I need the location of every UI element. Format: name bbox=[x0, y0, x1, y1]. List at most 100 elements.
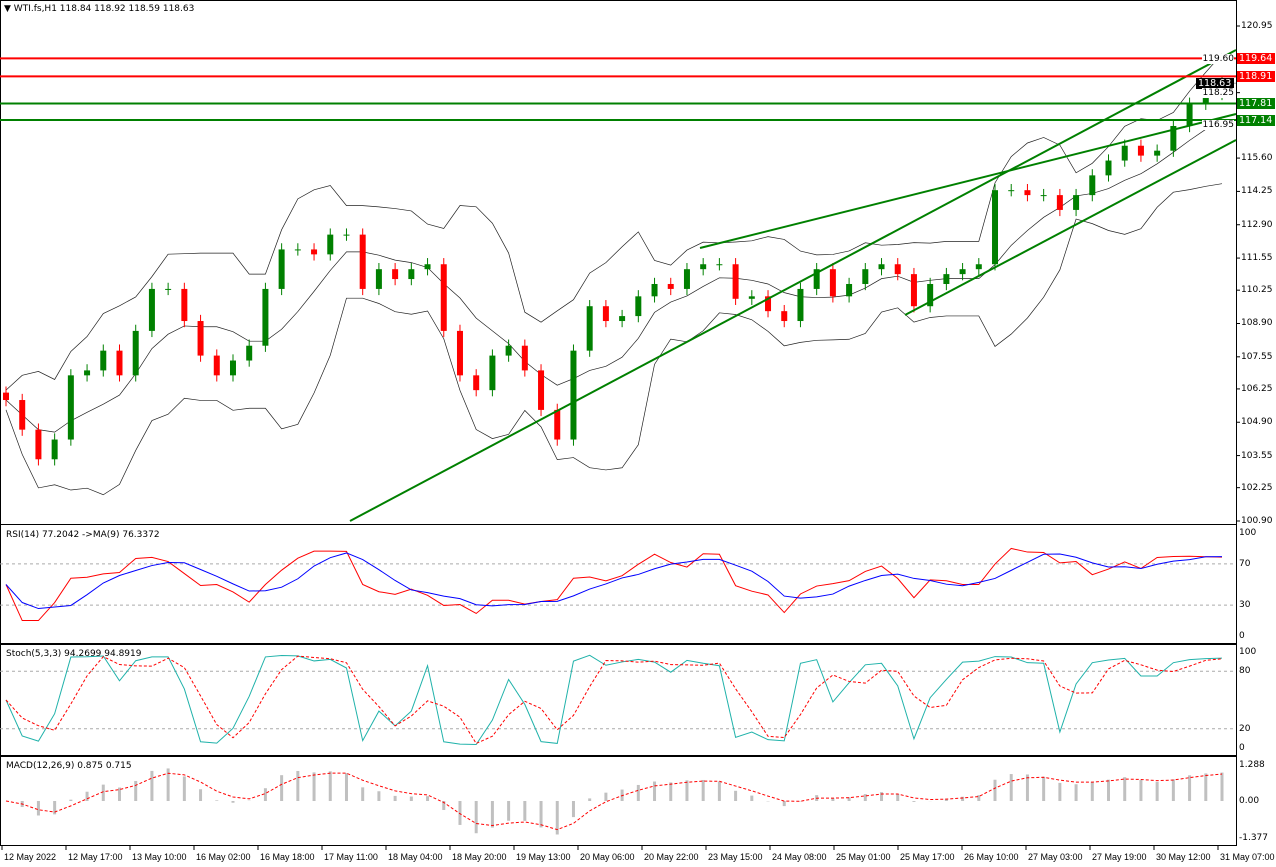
candle-body bbox=[375, 269, 382, 289]
symbol-label: WTI.fs,H1 bbox=[13, 4, 57, 14]
candle-body bbox=[910, 274, 917, 307]
candle-body bbox=[84, 370, 91, 376]
candle-body bbox=[148, 288, 155, 331]
candle-body bbox=[1121, 145, 1128, 161]
panel-frame bbox=[0, 0, 1237, 525]
candle-body bbox=[116, 350, 123, 376]
x-tick-label: 13 May 10:00 bbox=[132, 852, 187, 862]
x-tick-label: 25 May 17:00 bbox=[900, 852, 955, 862]
y-tick-label: 100.90 bbox=[1241, 516, 1273, 526]
rsi-axis-label: 30 bbox=[1239, 600, 1251, 611]
candle-body bbox=[343, 234, 350, 236]
candle-body bbox=[440, 264, 447, 331]
candle-body bbox=[505, 345, 512, 356]
candle-body bbox=[1170, 125, 1177, 151]
candle-body bbox=[489, 355, 496, 391]
rsi-axis-label: 100 bbox=[1239, 528, 1257, 538]
price-tag-support: 117.81 bbox=[1237, 98, 1275, 110]
candle-body bbox=[392, 269, 399, 280]
x-tick-label: 17 May 11:00 bbox=[324, 852, 378, 862]
candle-body bbox=[1186, 103, 1193, 126]
trendline bbox=[699, 113, 1237, 249]
candle-body bbox=[992, 190, 999, 265]
x-tick-label: 16 May 02:00 bbox=[196, 852, 251, 862]
x-tick-label: 26 May 10:00 bbox=[964, 852, 1019, 862]
stoch-axis-label: 0 bbox=[1239, 743, 1245, 753]
candle-body bbox=[294, 249, 301, 251]
dropdown-triangle-icon[interactable]: ▼ bbox=[4, 4, 11, 14]
candle-body bbox=[732, 264, 739, 299]
y-tick-label: 107.55 bbox=[1241, 351, 1273, 362]
x-tick-label: 20 May 22:00 bbox=[644, 852, 699, 862]
candle-body bbox=[586, 306, 593, 351]
candle-body bbox=[213, 355, 220, 376]
candle-body bbox=[959, 269, 966, 275]
candle-body bbox=[359, 234, 366, 289]
candle-body bbox=[311, 249, 318, 255]
candle-body bbox=[1008, 190, 1015, 192]
candle-body bbox=[67, 375, 74, 440]
ohlc-label: 118.84 118.92 118.59 118.63 bbox=[59, 4, 195, 14]
candle-body bbox=[813, 269, 820, 289]
y-tick-label: 104.90 bbox=[1241, 417, 1273, 428]
macd-axis-label: 0.00 bbox=[1239, 796, 1260, 806]
panel-frame bbox=[0, 756, 1237, 846]
stoch-axis-label: 80 bbox=[1239, 666, 1251, 677]
x-tick-label: 19 May 13:00 bbox=[516, 852, 571, 862]
price-tag-resistance: 118.91 bbox=[1237, 70, 1275, 82]
trendline bbox=[904, 139, 1237, 316]
rsi-label: RSI(14) 77.2042 ->MA(9) 76.3372 bbox=[6, 530, 160, 540]
candle-body bbox=[1154, 150, 1161, 156]
y-tick-label: 114.25 bbox=[1241, 186, 1273, 197]
macd-label: MACD(12,26,9) 0.875 0.715 bbox=[6, 761, 132, 771]
candle-body bbox=[473, 375, 480, 391]
candle-body bbox=[424, 264, 431, 270]
candle-body bbox=[1137, 145, 1144, 156]
candle-body bbox=[229, 360, 236, 376]
price-tag-support: 117.14 bbox=[1237, 114, 1275, 126]
macd-signal-line bbox=[5, 772, 1223, 831]
candle-body bbox=[667, 283, 674, 289]
candle-body bbox=[570, 350, 577, 440]
candle-body bbox=[19, 400, 26, 430]
candle-body bbox=[748, 296, 755, 299]
candle-body bbox=[635, 296, 642, 317]
y-tick-label: 116.95 bbox=[1202, 119, 1234, 130]
candle-body bbox=[829, 269, 836, 297]
x-tick-label: 12 May 17:00 bbox=[68, 852, 123, 862]
stoch-label: Stoch(5,3,3) 94.2699 94.8919 bbox=[6, 649, 142, 659]
trendline bbox=[349, 49, 1237, 522]
candle-body bbox=[35, 429, 42, 460]
candle-body bbox=[797, 288, 804, 322]
candle-body bbox=[246, 345, 253, 361]
candle-body bbox=[327, 234, 334, 255]
candle-body bbox=[538, 370, 545, 410]
panel-frame bbox=[0, 524, 1237, 644]
y-tick-label: 118.25 bbox=[1202, 87, 1234, 98]
y-tick-label: 119.60 bbox=[1202, 54, 1234, 65]
candle-body bbox=[846, 283, 853, 297]
candle-body bbox=[781, 311, 788, 322]
candle-body bbox=[456, 330, 463, 376]
rsi-axis-label: 0 bbox=[1239, 631, 1245, 641]
candle-body bbox=[700, 264, 707, 270]
candle-body bbox=[408, 269, 415, 280]
candle-body bbox=[943, 274, 950, 284]
x-tick-label: 27 May 19:00 bbox=[1092, 852, 1147, 862]
y-tick-label: 115.60 bbox=[1241, 153, 1273, 164]
y-tick-label: 102.25 bbox=[1241, 482, 1273, 493]
stoch-axis-label: 100 bbox=[1239, 647, 1257, 657]
y-tick-label: 110.25 bbox=[1241, 285, 1273, 296]
panel-frame bbox=[0, 644, 1237, 756]
x-tick-label: 23 May 15:00 bbox=[708, 852, 763, 862]
stoch-axis-label: 20 bbox=[1239, 723, 1251, 734]
x-tick-label: 20 May 06:00 bbox=[580, 852, 635, 862]
x-tick-label: 12 May 2022 bbox=[4, 852, 57, 862]
stoch-main-line bbox=[5, 654, 1223, 746]
candle-body bbox=[1073, 195, 1080, 210]
x-tick-label: 16 May 18:00 bbox=[260, 852, 315, 862]
candle-body bbox=[521, 345, 528, 371]
candle-body bbox=[262, 288, 269, 346]
